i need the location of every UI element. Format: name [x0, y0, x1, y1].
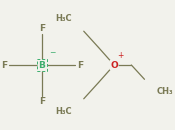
Text: CH₃: CH₃: [157, 86, 173, 96]
Text: O: O: [110, 60, 118, 70]
Text: H₃C: H₃C: [55, 107, 71, 116]
Text: H₃C: H₃C: [55, 14, 71, 23]
Text: +: +: [117, 51, 124, 60]
Text: F: F: [39, 98, 45, 106]
Text: F: F: [77, 60, 83, 70]
Text: F: F: [39, 24, 45, 32]
Text: F: F: [1, 60, 7, 70]
Text: B: B: [38, 60, 45, 70]
Text: −: −: [49, 48, 56, 57]
